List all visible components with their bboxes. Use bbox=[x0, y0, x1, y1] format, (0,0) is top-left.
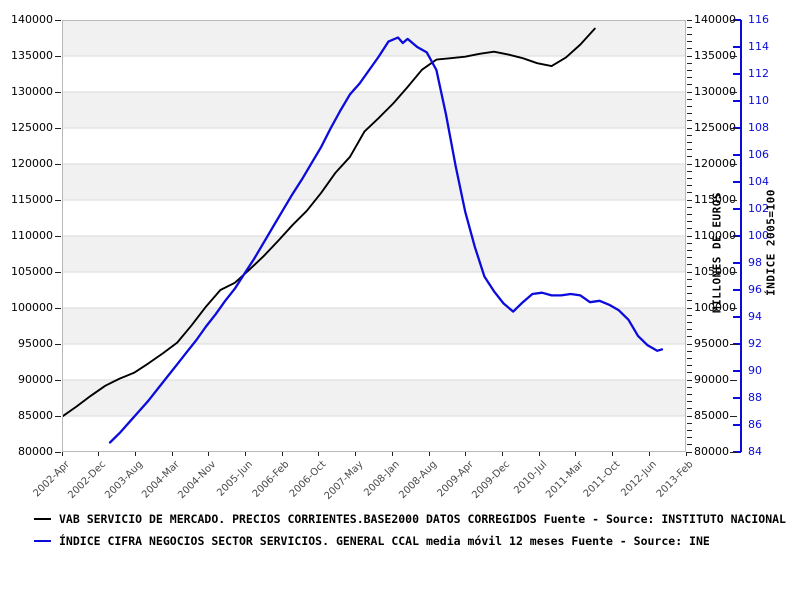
y-left-tick-label: 125000 bbox=[11, 121, 53, 134]
legend: VAB SERVICIO DE MERCADO. PRECIOS CORRIEN… bbox=[34, 508, 798, 552]
x-tick-label: 2005-Jun bbox=[215, 459, 256, 499]
y-right-index-tick-label: 104 bbox=[748, 175, 769, 188]
legend-item-indice: ÍNDICE CIFRA NEGOCIOS SECTOR SERVICIOS. … bbox=[34, 530, 798, 552]
y-left-tick-label: 120000 bbox=[11, 157, 53, 170]
x-tick-label: 2004-Mar bbox=[140, 459, 182, 501]
x-tick-label: 2011-Mar bbox=[543, 459, 586, 501]
y-right-euros-tick-label: 135000 bbox=[694, 49, 736, 62]
x-tick-label: 2008-Aug bbox=[396, 459, 439, 501]
x-tick-label: 2012-Jun bbox=[619, 459, 660, 499]
y-right-euros-tick-label: 85000 bbox=[694, 409, 729, 422]
y-right-index-tick-label: 86 bbox=[748, 418, 762, 431]
y-left-tick-label: 140000 bbox=[11, 13, 53, 26]
y-right-euros-tick-label: 140000 bbox=[694, 13, 736, 26]
y-left-tick-label: 105000 bbox=[11, 265, 53, 278]
x-tick-label: 2006-Feb bbox=[251, 459, 293, 500]
legend-label-vab: VAB SERVICIO DE MERCADO. PRECIOS CORRIEN… bbox=[59, 512, 786, 526]
y-right-euros-tick-label: 95000 bbox=[694, 337, 729, 350]
y-right-euros-tick-label: 80000 bbox=[694, 445, 729, 458]
y-right-euros-tick-label: 110000 bbox=[694, 229, 736, 242]
y-right-index-tick-label: 100 bbox=[748, 229, 769, 242]
y-right-index-tick-label: 108 bbox=[748, 121, 769, 134]
y-right-index-tick-label: 98 bbox=[748, 256, 762, 269]
y-left-tick-label: 130000 bbox=[11, 85, 53, 98]
y-left-tick-label: 85000 bbox=[18, 409, 53, 422]
y-right-euros-tick-label: 100000 bbox=[694, 301, 736, 314]
legend-line-swatch-black bbox=[34, 518, 51, 520]
y-right-index-tick-label: 106 bbox=[748, 148, 769, 161]
y-left-tick-label: 135000 bbox=[11, 49, 53, 62]
y-axis-title-indice-2005: ÍNDICE 2005=100 bbox=[764, 189, 778, 296]
x-tick-label: 2009-Dec bbox=[470, 459, 513, 502]
y-right-euros-tick-label: 115000 bbox=[694, 193, 736, 206]
x-tick-label: 2004-Nov bbox=[176, 459, 219, 502]
plot-area bbox=[62, 20, 686, 452]
y-right-index-tick-label: 88 bbox=[748, 391, 762, 404]
y-right-index-tick-label: 114 bbox=[748, 40, 769, 53]
legend-item-vab: VAB SERVICIO DE MERCADO. PRECIOS CORRIEN… bbox=[34, 508, 798, 530]
y-right-euros-tick-label: 130000 bbox=[694, 85, 736, 98]
y-right-index-tick-label: 90 bbox=[748, 364, 762, 377]
x-tick-label: 2011-Oct bbox=[581, 459, 623, 500]
y-left-tick-label: 100000 bbox=[11, 301, 53, 314]
legend-line-swatch-blue bbox=[34, 539, 51, 543]
y-right-index-tick-label: 102 bbox=[748, 202, 769, 215]
y-left-tick-label: 80000 bbox=[18, 445, 53, 458]
y-left-tick-label: 90000 bbox=[18, 373, 53, 386]
y-left-tick-label: 95000 bbox=[18, 337, 53, 350]
y-right-index-tick-label: 94 bbox=[748, 310, 762, 323]
y-left-tick-label: 110000 bbox=[11, 229, 53, 242]
y-right-euros-tick-label: 125000 bbox=[694, 121, 736, 134]
y-right-index-tick-label: 116 bbox=[748, 13, 769, 26]
x-tick-label: 2007-May bbox=[322, 459, 366, 502]
y-right-euros-tick-label: 90000 bbox=[694, 373, 729, 386]
y-right-index-tick-label: 96 bbox=[748, 283, 762, 296]
x-tick-label: 2002-Dec bbox=[66, 459, 109, 502]
y-axis-title-millones-de-euros: MILLONES DE EUROS bbox=[710, 191, 724, 314]
y-right-index-tick-label: 110 bbox=[748, 94, 769, 107]
x-tick-label: 2013-Feb bbox=[654, 459, 696, 500]
x-tick-label: 2010-Jul bbox=[511, 459, 549, 497]
y-right-euros-tick-label: 105000 bbox=[694, 265, 736, 278]
x-tick-label: 2003-Aug bbox=[103, 459, 146, 501]
y-right-index-tick-label: 92 bbox=[748, 337, 762, 350]
y-right-euros-tick-label: 120000 bbox=[694, 157, 736, 170]
y-left-tick-label: 115000 bbox=[11, 193, 53, 206]
y-right-index-tick-label: 84 bbox=[748, 445, 762, 458]
legend-label-indice: ÍNDICE CIFRA NEGOCIOS SECTOR SERVICIOS. … bbox=[59, 534, 710, 548]
y-right-index-tick-label: 112 bbox=[748, 67, 769, 80]
